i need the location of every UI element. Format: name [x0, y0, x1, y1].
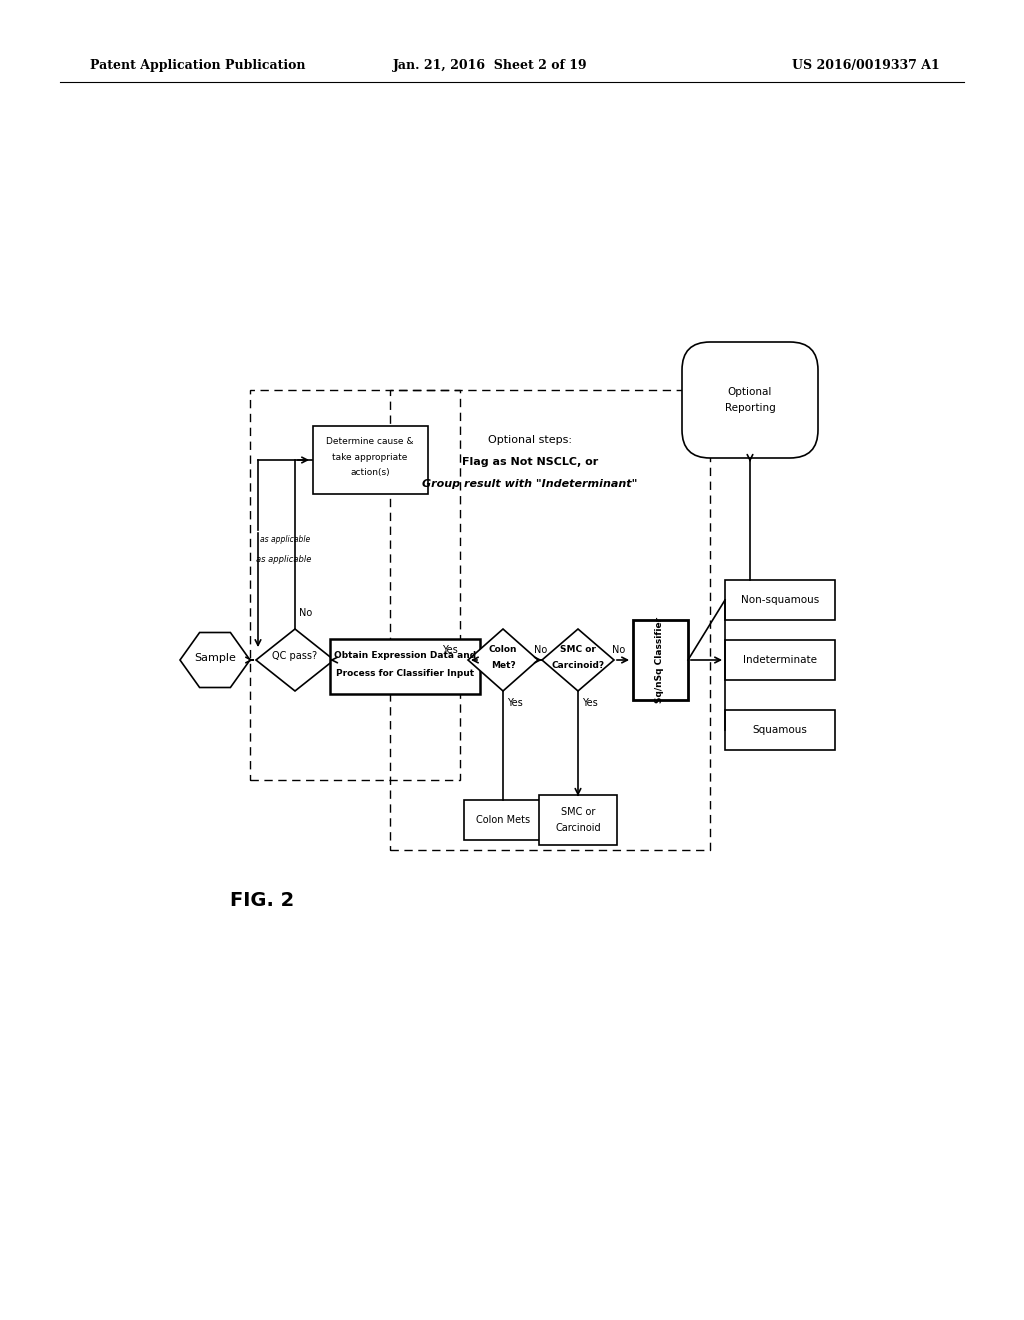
Bar	[390, 389, 710, 850]
Polygon shape	[180, 632, 250, 688]
Bar	[330, 639, 480, 693]
Bar	[725, 710, 835, 750]
Text: take appropriate: take appropriate	[333, 453, 408, 462]
Polygon shape	[468, 630, 538, 690]
Text: Non-squamous: Non-squamous	[741, 595, 819, 605]
Text: Indeterminate: Indeterminate	[743, 655, 817, 665]
Polygon shape	[542, 630, 614, 690]
Text: Jan. 21, 2016  Sheet 2 of 19: Jan. 21, 2016 Sheet 2 of 19	[392, 58, 588, 71]
Bar	[250, 389, 460, 780]
Text: No: No	[299, 609, 312, 618]
Text: No: No	[534, 645, 547, 655]
Text: Determine cause &: Determine cause &	[327, 437, 414, 446]
FancyBboxPatch shape	[682, 342, 818, 458]
Text: Yes: Yes	[442, 645, 458, 655]
Text: Squamous: Squamous	[753, 725, 808, 735]
Text: Patent Application Publication: Patent Application Publication	[90, 58, 305, 71]
Bar	[725, 579, 835, 620]
Text: Process for Classifier Input: Process for Classifier Input	[336, 669, 474, 678]
Text: Yes: Yes	[507, 698, 522, 708]
Text: SMC or: SMC or	[561, 807, 595, 817]
Text: as applicable: as applicable	[256, 556, 311, 565]
Text: Yes: Yes	[582, 698, 598, 708]
Text: Colon Mets: Colon Mets	[476, 814, 530, 825]
Text: Flag as Not NSCLC, or: Flag as Not NSCLC, or	[462, 457, 598, 467]
Text: action(s): action(s)	[350, 469, 390, 478]
Text: Group result with "Indeterminant": Group result with "Indeterminant"	[422, 479, 638, 488]
Text: FIG. 2: FIG. 2	[230, 891, 294, 909]
Text: SMC or: SMC or	[560, 645, 596, 655]
Text: as applicable: as applicable	[260, 535, 310, 544]
Text: Obtain Expression Data and: Obtain Expression Data and	[334, 652, 476, 660]
Text: Reporting: Reporting	[725, 403, 775, 413]
Bar	[539, 795, 617, 845]
Bar	[312, 426, 427, 494]
Text: QC pass?: QC pass?	[272, 651, 317, 661]
Bar	[725, 640, 835, 680]
Text: Optional steps:: Optional steps:	[488, 436, 572, 445]
Text: Optional: Optional	[728, 387, 772, 397]
Text: No: No	[612, 645, 626, 655]
Bar	[464, 800, 542, 840]
Polygon shape	[256, 630, 334, 690]
Text: US 2016/0019337 A1: US 2016/0019337 A1	[793, 58, 940, 71]
Text: Colon: Colon	[488, 645, 517, 655]
Bar	[633, 620, 687, 700]
Text: Sq/nSq Classifier: Sq/nSq Classifier	[655, 616, 665, 704]
Text: Met?: Met?	[490, 661, 515, 671]
Text: Carcinoid?: Carcinoid?	[552, 661, 604, 671]
Text: Carcinoid: Carcinoid	[555, 822, 601, 833]
Text: Sample: Sample	[195, 653, 236, 663]
